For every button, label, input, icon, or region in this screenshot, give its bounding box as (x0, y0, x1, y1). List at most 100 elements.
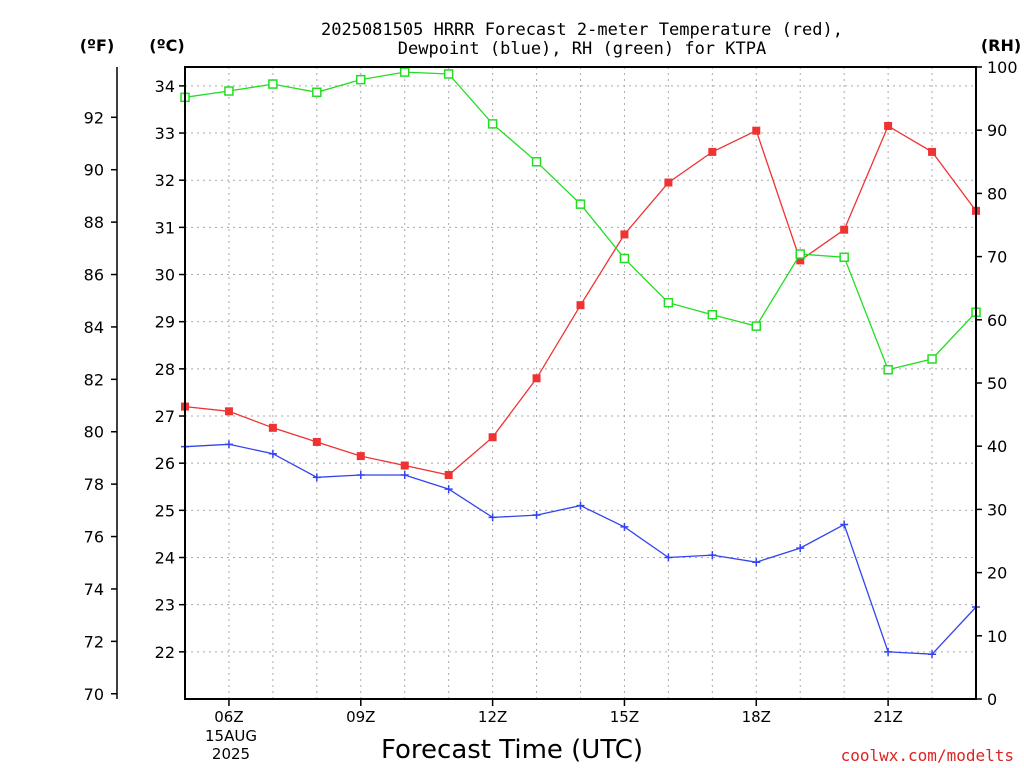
x-tick-label: 15Z (610, 708, 639, 726)
dewpoint-point (928, 650, 937, 659)
fahrenheit-tick-label: 88 (84, 213, 104, 232)
rh-point (619, 253, 630, 264)
dewpoint-point (532, 511, 541, 520)
celsius-unit-label: (ºC) (149, 36, 184, 55)
rh-tick-label: 30 (987, 500, 1007, 519)
celsius-tick-label: 26 (155, 454, 175, 473)
fahrenheit-tick-label: 84 (84, 318, 104, 337)
fahrenheit-unit-label: (ºF) (80, 36, 115, 55)
fahrenheit-tick-label: 82 (84, 370, 104, 389)
temperature-point (356, 452, 365, 461)
rh-tick-label: 10 (987, 627, 1007, 646)
celsius-tick-label: 31 (155, 218, 175, 237)
celsius-tick-label: 33 (155, 124, 175, 143)
celsius-tick-label: 30 (155, 266, 175, 285)
fahrenheit-tick-label: 86 (84, 266, 104, 285)
rh-series (180, 67, 981, 375)
temperature-point (708, 147, 717, 156)
temperature-point (312, 437, 321, 446)
series (180, 67, 981, 659)
dewpoint-point (664, 553, 673, 562)
dewpoint-point (400, 470, 409, 479)
temperature-point (664, 178, 673, 187)
temperature-point (576, 301, 585, 310)
rh-point (927, 354, 937, 364)
rh-point (663, 297, 674, 308)
celsius-tick-label: 24 (155, 549, 175, 568)
dewpoint-point (444, 485, 453, 494)
rh-tick-label: 40 (987, 437, 1007, 456)
rh-point (751, 321, 762, 331)
chart-title-line-1: 2025081505 HRRR Forecast 2-meter Tempera… (321, 20, 843, 40)
fahrenheit-tick-label: 90 (84, 161, 104, 180)
rh-unit-label: (RH) (981, 36, 1021, 55)
dewpoint-series (181, 440, 980, 659)
rh-point (487, 119, 498, 129)
temperature-series (181, 121, 980, 479)
x-tick-label: 18Z (742, 708, 771, 726)
rh-point (883, 364, 893, 375)
temperature-point (444, 470, 453, 479)
dewpoint-point (488, 513, 497, 522)
dewpoint-point (356, 470, 365, 479)
rh-tick-label: 90 (987, 121, 1007, 140)
temperature-point (224, 407, 233, 416)
dewpoint-point (268, 449, 277, 458)
rh-tick-label: 80 (987, 184, 1007, 203)
celsius-tick-label: 34 (155, 77, 175, 96)
rh-tick-label: 20 (987, 564, 1007, 583)
fahrenheit-tick-label: 92 (84, 108, 104, 127)
celsius-tick-label: 32 (155, 171, 175, 190)
x-tick-label: 09Z (346, 708, 375, 726)
date-label-day: 15AUG (205, 727, 257, 745)
dewpoint-point (620, 522, 629, 531)
dewpoint-point (796, 544, 805, 553)
rh-point (312, 87, 322, 98)
watermark: coolwx.com/modelts (841, 746, 1014, 765)
rh-tick-label: 50 (987, 374, 1007, 393)
rh-point (224, 86, 234, 96)
celsius-tick-label: 29 (155, 313, 175, 332)
dewpoint-point (840, 520, 849, 529)
celsius-tick-label: 23 (155, 596, 175, 615)
rh-point (268, 79, 278, 89)
rh-tick-label: 60 (987, 311, 1007, 330)
rh-point (839, 252, 849, 262)
dewpoint-point (312, 473, 321, 482)
temperature-point (400, 461, 409, 470)
x-tick-label: 06Z (214, 708, 243, 726)
rh-point (399, 67, 410, 77)
temperature-point (752, 126, 761, 135)
x-tick-label: 12Z (478, 708, 507, 726)
rh-tick-label: 70 (987, 248, 1007, 267)
x-axis-title: Forecast Time (UTC) (381, 735, 643, 765)
temperature-point (488, 433, 497, 442)
temperature-point (840, 225, 849, 234)
fahrenheit-tick-label: 72 (84, 632, 104, 651)
rh-point (443, 69, 454, 79)
grid (184, 67, 977, 699)
temperature-point (928, 147, 937, 156)
rh-point (356, 74, 366, 85)
fahrenheit-tick-label: 80 (84, 423, 104, 442)
dewpoint-point (708, 551, 717, 560)
rh-point (575, 199, 586, 209)
dewpoint-point (576, 501, 585, 510)
celsius-tick-label: 25 (155, 501, 175, 520)
chart-title-line-2: Dewpoint (blue), RH (green) for KTPA (398, 39, 766, 59)
rh-point (707, 309, 718, 320)
fahrenheit-tick-label: 74 (84, 580, 104, 599)
dewpoint-point (224, 440, 233, 449)
rh-point (795, 249, 805, 259)
fahrenheit-tick-label: 78 (84, 475, 104, 494)
axes: 70 72 74 76 78 80 82 84 86 88 90 92 22 23 24 25 26 27 28 29… (84, 58, 1018, 726)
rh-point (531, 157, 542, 167)
fahrenheit-tick-label: 76 (84, 528, 104, 547)
temperature-point (268, 423, 277, 432)
date-label-year: 2025 (212, 745, 250, 763)
x-tick-label: 21Z (873, 708, 902, 726)
fahrenheit-tick-label: 70 (84, 685, 104, 704)
temperature-point (620, 230, 629, 239)
dewpoint-point (752, 558, 761, 567)
